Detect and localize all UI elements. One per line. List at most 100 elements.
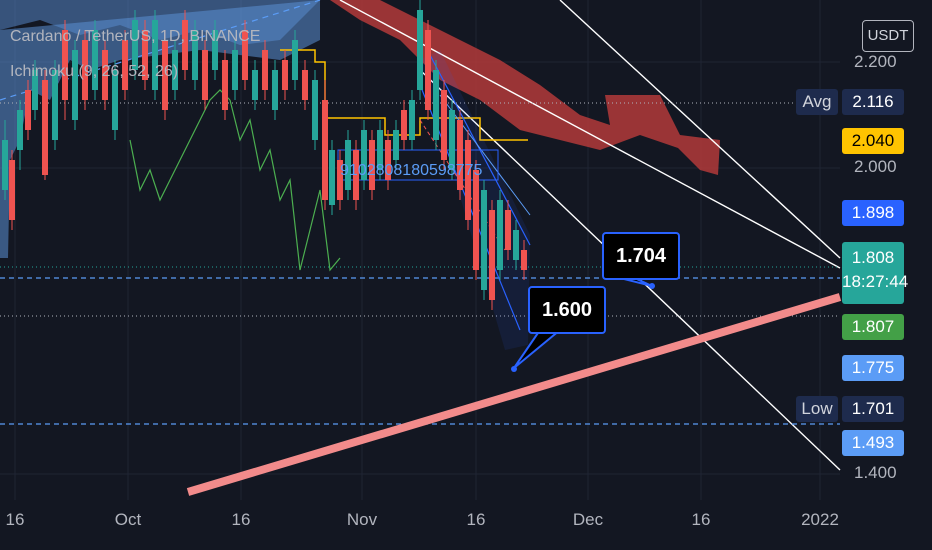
candle-body <box>232 50 238 90</box>
candle-body <box>17 110 23 150</box>
ichimoku-cloud <box>0 0 320 258</box>
low-price-badge: 1.701 <box>842 396 904 422</box>
candle-body <box>497 200 503 270</box>
x-tick-label: 16 <box>231 510 251 529</box>
candle-body <box>481 190 487 290</box>
candle-body <box>425 30 431 110</box>
candle-body <box>242 30 248 80</box>
candle-body <box>369 140 375 190</box>
candle-body <box>417 10 423 90</box>
x-tick-label: Dec <box>572 510 604 529</box>
ascending-trendline <box>186 293 842 496</box>
candle-body <box>361 130 367 180</box>
callout-1704[interactable]: 1.704 <box>602 232 680 280</box>
low-tag: Low <box>796 396 838 422</box>
y-tick-label: 2.200 <box>854 52 897 71</box>
candle-body <box>353 150 359 200</box>
candle-body <box>192 30 198 80</box>
x-tick-label: Oct <box>114 510 142 529</box>
candle-body <box>112 70 118 130</box>
candle-body <box>345 140 351 190</box>
candle-body <box>401 110 407 140</box>
candle-body <box>457 120 463 190</box>
candle-body <box>202 50 208 100</box>
candle-body <box>262 50 268 90</box>
candle-body <box>409 100 415 140</box>
candle-body <box>489 210 495 300</box>
candle-body <box>222 60 228 110</box>
candle-body <box>322 100 328 200</box>
indicator-legend: Ichimoku (9, 26, 52, 26) <box>10 63 179 80</box>
candle-body <box>329 150 335 205</box>
candle-body <box>182 20 188 70</box>
candle-body <box>32 70 38 110</box>
x-tick-label: 2022 <box>801 510 839 529</box>
candle-body <box>292 40 298 80</box>
blue-price-badge: 1.898 <box>842 200 904 226</box>
candle-body <box>2 140 8 190</box>
candle-body <box>142 30 148 80</box>
light-blue-price-badge: 1.775 <box>842 355 904 381</box>
candle-body <box>42 80 48 175</box>
candle-body <box>433 70 439 140</box>
candle-body <box>377 130 383 170</box>
candle-body <box>272 70 278 110</box>
candle-body <box>212 30 218 70</box>
candle-body <box>449 110 455 170</box>
chikou-line <box>229 99 341 272</box>
candle-body <box>312 80 318 140</box>
countdown: 18:27:44 <box>842 272 909 291</box>
x-tick-label: 16 <box>691 510 711 529</box>
symbol-title: Cardano / TetherUS, 1D, BINANCE <box>10 28 261 45</box>
candle-body <box>52 70 58 140</box>
candle-body <box>302 70 308 100</box>
candle-body <box>282 60 288 90</box>
kijun-line <box>280 49 528 141</box>
candle-body <box>162 40 168 110</box>
candle-body <box>72 50 78 120</box>
avg-price-badge: 2.116 <box>842 89 904 115</box>
currency-button[interactable]: USDT <box>862 20 914 52</box>
candle-body <box>172 50 178 90</box>
x-tick-label: 16 <box>5 510 25 529</box>
candle-body <box>252 70 258 100</box>
candle-body <box>465 140 471 220</box>
candle-body <box>9 160 15 220</box>
candle-body <box>505 210 511 250</box>
candle-body <box>92 30 98 90</box>
bottom-price-badge: 1.493 <box>842 430 904 456</box>
candle-body <box>385 140 391 180</box>
candle-body <box>82 40 88 100</box>
y-tick-label: 2.000 <box>854 157 897 176</box>
last-price-badge: 1.808 18:27:44 <box>842 242 909 304</box>
candle-body <box>473 170 479 270</box>
time-axis-bg <box>0 500 932 550</box>
x-tick-label: 16 <box>466 510 486 529</box>
candle-body <box>102 50 108 100</box>
candle-body <box>337 160 343 200</box>
candle-body <box>25 90 31 130</box>
candle-body <box>132 20 138 70</box>
candle-body <box>152 20 158 90</box>
fib-label: 9102808180598775 <box>340 162 483 179</box>
y-tick-label: 1.400 <box>854 463 897 482</box>
avg-tag: Avg <box>796 89 838 115</box>
candle-body <box>513 230 519 260</box>
candle-body <box>521 250 527 270</box>
last-price: 1.808 <box>851 248 895 267</box>
callout-1600[interactable]: 1.600 <box>528 286 606 334</box>
x-tick-label: Nov <box>346 510 378 529</box>
channel-upper <box>339 0 841 269</box>
candle-body <box>393 130 399 160</box>
candle-body <box>62 30 68 100</box>
candle-body <box>122 40 128 90</box>
chikou-line <box>129 89 231 202</box>
channel-outer <box>559 0 841 259</box>
green-price-badge: 1.807 <box>842 314 904 340</box>
kijun-price-badge: 2.040 <box>842 128 904 154</box>
callout-anchor <box>511 366 517 372</box>
callout-anchor <box>649 283 655 289</box>
candle-body <box>441 90 447 160</box>
